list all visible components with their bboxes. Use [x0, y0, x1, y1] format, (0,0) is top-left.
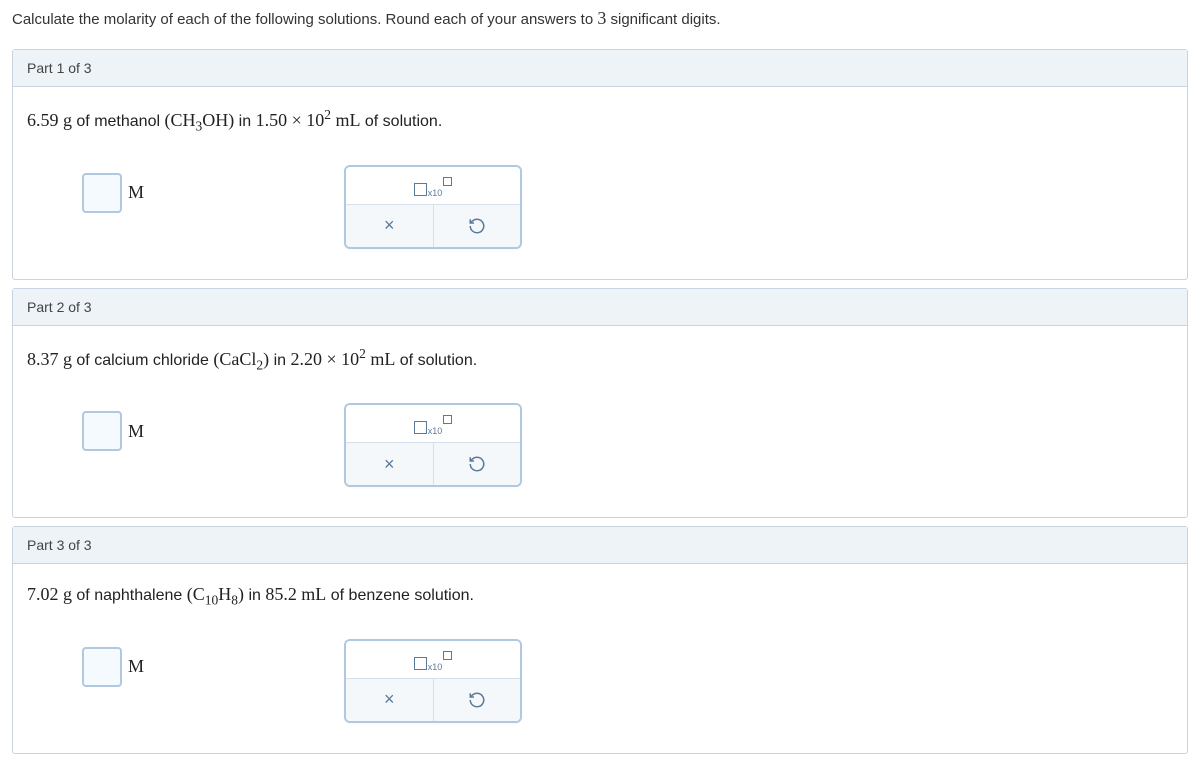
part-1-body: 6.59 g of methanol (CH3OH) in 1.50 × 102…	[13, 87, 1187, 279]
reset-icon	[468, 217, 486, 235]
reset-button[interactable]	[433, 443, 521, 485]
part-1-container: Part 1 of 3 6.59 g of methanol (CH3OH) i…	[12, 49, 1188, 280]
close-icon: ×	[384, 215, 395, 236]
part-2-answer-row: M x10 ×	[27, 403, 1173, 487]
part-2-unit: M	[128, 421, 144, 442]
scientific-notation-button[interactable]: x10	[414, 417, 453, 430]
part-1-question: 6.59 g of methanol (CH3OH) in 1.50 × 102…	[27, 107, 1173, 135]
part-3-toolbox-bottom: ×	[346, 678, 520, 721]
part-2-toolbox: x10 ×	[344, 403, 522, 487]
sci-exp-box-icon	[443, 177, 452, 186]
part-3-unit: M	[128, 656, 144, 677]
clear-button[interactable]: ×	[346, 443, 433, 485]
sig-digits: 3	[597, 8, 606, 28]
sci-x10-label: x10	[428, 662, 443, 672]
reset-icon	[468, 455, 486, 473]
part-2-container: Part 2 of 3 8.37 g of calcium chloride (…	[12, 288, 1188, 519]
part-1-volume: 1.50 × 102	[256, 110, 331, 130]
clear-button[interactable]: ×	[346, 679, 433, 721]
part-2-answer-input[interactable]	[82, 411, 122, 451]
sci-base-box-icon	[414, 421, 427, 434]
instructions-after: significant digits.	[606, 11, 720, 28]
part-3-body: 7.02 g of naphthalene (C10H8) in 85.2 mL…	[13, 564, 1187, 753]
part-2-question: 8.37 g of calcium chloride (CaCl2) in 2.…	[27, 346, 1173, 374]
part-3-mass: 7.02	[27, 584, 59, 604]
part-2-input-group: M	[82, 403, 144, 451]
close-icon: ×	[384, 454, 395, 475]
part-1-connector: in	[239, 113, 251, 130]
part-2-mass: 8.37	[27, 349, 59, 369]
sci-base-box-icon	[414, 183, 427, 196]
problem-instructions: Calculate the molarity of each of the fo…	[0, 0, 1200, 41]
part-3-solution-text: of benzene solution.	[331, 587, 474, 604]
part-2-volume: 2.20 × 102	[290, 349, 365, 369]
part-1-mass: 6.59	[27, 110, 59, 130]
part-3-volume-unit: mL	[301, 584, 326, 604]
part-2-formula: (CaCl2)	[213, 349, 269, 369]
part-1-solution-text: of solution.	[365, 113, 442, 130]
part-3-substance: of naphthalene	[76, 587, 182, 604]
reset-button[interactable]	[433, 205, 521, 247]
part-1-answer-row: M x10 ×	[27, 165, 1173, 249]
instructions-before: Calculate the molarity of each of the fo…	[12, 11, 597, 28]
part-1-formula: (CH3OH)	[164, 110, 234, 130]
part-3-header: Part 3 of 3	[13, 527, 1187, 564]
part-3-question: 7.02 g of naphthalene (C10H8) in 85.2 mL…	[27, 584, 1173, 609]
part-3-container: Part 3 of 3 7.02 g of naphthalene (C10H8…	[12, 526, 1188, 754]
sci-exp-box-icon	[443, 651, 452, 660]
part-2-substance: of calcium chloride	[76, 352, 209, 369]
part-3-toolbox-top: x10	[346, 641, 520, 678]
part-3-input-group: M	[82, 639, 144, 687]
part-2-toolbox-top: x10	[346, 405, 520, 442]
part-3-formula: (C10H8)	[187, 584, 244, 604]
part-3-volume: 85.2	[265, 584, 297, 604]
part-2-volume-unit: mL	[370, 349, 395, 369]
part-2-header: Part 2 of 3	[13, 289, 1187, 326]
part-1-mass-unit: g	[63, 110, 72, 130]
part-1-substance: of methanol	[76, 113, 160, 130]
sci-x10-label: x10	[428, 188, 443, 198]
scientific-notation-button[interactable]: x10	[414, 179, 453, 192]
part-1-toolbox-top: x10	[346, 167, 520, 204]
part-1-header: Part 1 of 3	[13, 50, 1187, 87]
reset-button[interactable]	[433, 679, 521, 721]
sci-x10-label: x10	[428, 426, 443, 436]
sci-base-box-icon	[414, 657, 427, 670]
part-2-mass-unit: g	[63, 349, 72, 369]
part-1-unit: M	[128, 182, 144, 203]
part-1-input-group: M	[82, 165, 144, 213]
clear-button[interactable]: ×	[346, 205, 433, 247]
part-2-connector: in	[274, 352, 286, 369]
part-2-body: 8.37 g of calcium chloride (CaCl2) in 2.…	[13, 326, 1187, 518]
reset-icon	[468, 691, 486, 709]
part-3-connector: in	[248, 587, 260, 604]
part-3-toolbox: x10 ×	[344, 639, 522, 723]
part-1-toolbox: x10 ×	[344, 165, 522, 249]
part-1-answer-input[interactable]	[82, 173, 122, 213]
part-2-solution-text: of solution.	[400, 352, 477, 369]
sci-exp-box-icon	[443, 415, 452, 424]
close-icon: ×	[384, 689, 395, 710]
part-3-answer-row: M x10 ×	[27, 639, 1173, 723]
part-1-volume-unit: mL	[335, 110, 360, 130]
part-3-answer-input[interactable]	[82, 647, 122, 687]
part-3-mass-unit: g	[63, 584, 72, 604]
scientific-notation-button[interactable]: x10	[414, 653, 453, 666]
part-1-toolbox-bottom: ×	[346, 204, 520, 247]
part-2-toolbox-bottom: ×	[346, 442, 520, 485]
